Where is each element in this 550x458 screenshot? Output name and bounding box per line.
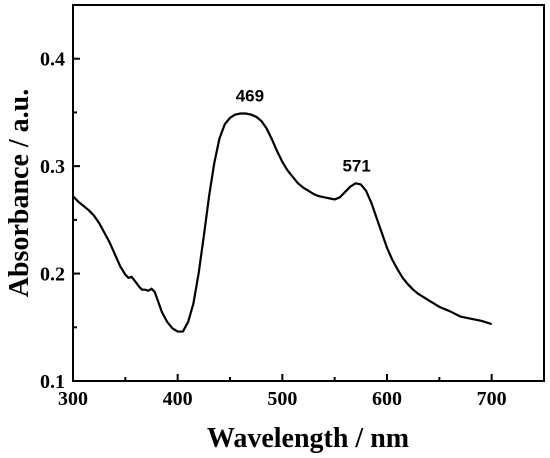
x-tick-label: 300 — [58, 388, 88, 410]
peak-annotations: 469 571 — [236, 87, 371, 176]
y-tick-label: 0.2 — [40, 264, 65, 286]
y-axis-title: Absorbance / a.u. — [4, 89, 35, 297]
x-tick-label: 400 — [163, 388, 193, 410]
y-tick-label: 0.3 — [40, 156, 65, 178]
axis-ticks — [72, 4, 545, 382]
peak-label: 571 — [342, 156, 370, 175]
tick-labels: 300 400 500 600 700 0.1 0.2 0.3 0.4 — [40, 49, 507, 410]
x-tick-label: 600 — [372, 388, 402, 410]
x-axis-title: Wavelength / nm — [207, 423, 409, 454]
y-tick-label: 0.4 — [40, 49, 65, 71]
absorbance-curve — [72, 112, 492, 333]
x-tick-label: 500 — [267, 388, 297, 410]
y-tick-label: 0.1 — [40, 371, 65, 393]
peak-label: 469 — [236, 87, 264, 106]
x-tick-label: 700 — [477, 388, 507, 410]
plot-frame — [72, 4, 545, 382]
